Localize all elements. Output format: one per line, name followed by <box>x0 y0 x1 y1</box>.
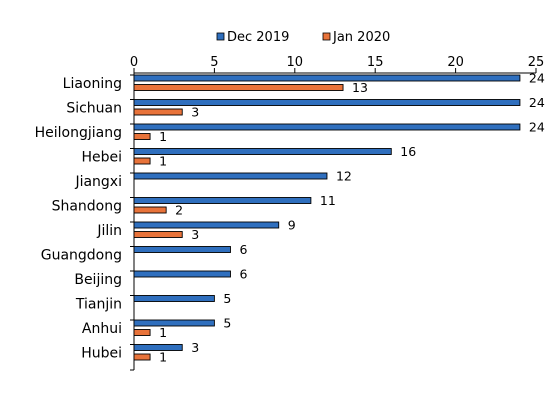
x-tick-label: 15 <box>367 55 384 70</box>
bar-dec-2019 <box>133 123 521 131</box>
x-axis: 0 5 10 15 20 25 <box>130 55 545 74</box>
data-label: 13 <box>352 80 368 95</box>
data-label: 6 <box>239 242 247 257</box>
legend: Dec 2019 Jan 2020 <box>216 30 390 45</box>
category-label: Liaoning <box>63 76 122 92</box>
data-label: 5 <box>223 316 231 331</box>
category-label: Sichuan <box>66 100 122 116</box>
category-label: Jilin <box>96 223 122 239</box>
data-label: 1 <box>159 129 167 144</box>
category-label: Heilongjiang <box>35 125 122 141</box>
x-tick-label: 25 <box>528 55 545 70</box>
data-label: 5 <box>223 291 231 306</box>
bar-jan-2020 <box>133 157 151 165</box>
bar-jan-2020 <box>133 84 344 91</box>
bar-dec-2019 <box>133 319 215 327</box>
bar-dec-2019 <box>133 295 215 302</box>
data-label: 12 <box>336 169 352 184</box>
data-label: 11 <box>320 193 336 208</box>
bar-jan-2020 <box>133 108 183 116</box>
data-label: 9 <box>288 218 296 233</box>
bar-jan-2020 <box>133 231 183 238</box>
bar-dec-2019 <box>133 172 328 180</box>
category-label: Tianjin <box>75 296 122 312</box>
legend-swatch-1 <box>322 32 331 41</box>
bar-jan-2020 <box>133 329 151 336</box>
category-label: Shandong <box>52 198 122 214</box>
data-label: 24 <box>529 71 545 86</box>
x-tick-label: 0 <box>130 55 138 70</box>
bar-dec-2019 <box>133 197 312 204</box>
category-label: Beijing <box>74 272 122 288</box>
data-label: 24 <box>529 95 545 110</box>
category-label: Jiangxi <box>74 174 122 190</box>
bar-jan-2020 <box>133 133 151 140</box>
bar-dec-2019 <box>133 148 392 155</box>
bar-dec-2019 <box>133 270 231 278</box>
data-label: 1 <box>159 154 167 169</box>
bar-dec-2019 <box>133 344 183 351</box>
legend-label-0: Dec 2019 <box>227 30 289 45</box>
x-tick-label: 20 <box>447 55 464 70</box>
data-label: 3 <box>191 105 199 120</box>
data-label: 1 <box>159 325 167 340</box>
data-label: 1 <box>159 350 167 365</box>
data-label: 3 <box>191 340 199 355</box>
bar-dec-2019 <box>133 246 231 253</box>
bar-jan-2020 <box>133 206 167 214</box>
category-label: Hebei <box>81 149 122 165</box>
data-label: 16 <box>400 144 416 159</box>
bar-dec-2019 <box>133 99 521 106</box>
data-label: 2 <box>175 203 183 218</box>
legend-swatch-0 <box>216 32 225 41</box>
x-tick-label: 5 <box>210 55 218 70</box>
y-axis: Liaoning Sichuan Heilongjiang Hebei Jiangxi S… <box>35 73 135 371</box>
x-tick-label: 10 <box>287 55 304 70</box>
category-label: Guangdong <box>41 247 122 263</box>
bar-dec-2019 <box>133 74 521 82</box>
data-label: 24 <box>529 120 545 135</box>
bar-jan-2020 <box>133 353 151 361</box>
data-label: 3 <box>191 227 199 242</box>
data-label: 6 <box>239 267 247 282</box>
category-label: Hubei <box>81 345 122 361</box>
category-label: Anhui <box>82 321 122 337</box>
legend-label-1: Jan 2020 <box>332 30 390 45</box>
bar-dec-2019 <box>133 221 280 229</box>
